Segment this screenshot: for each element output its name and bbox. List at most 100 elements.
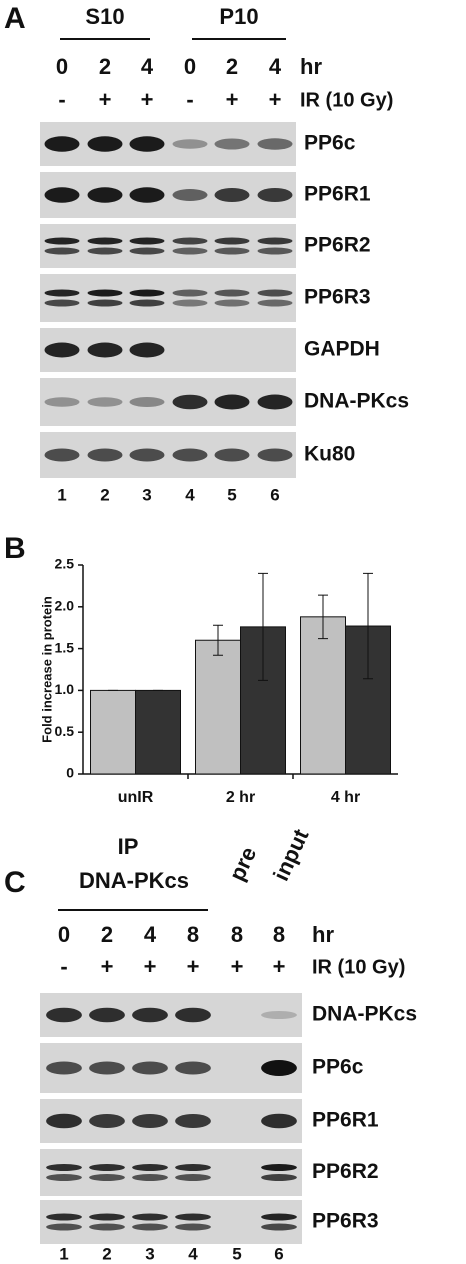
ir-label: + xyxy=(273,954,286,979)
band xyxy=(132,1223,168,1231)
time-label: 0 xyxy=(56,54,68,79)
band xyxy=(172,237,208,245)
time-label: 0 xyxy=(184,54,196,79)
ir-label: + xyxy=(226,87,239,112)
band xyxy=(87,289,123,297)
band xyxy=(132,1174,168,1181)
band xyxy=(44,299,80,307)
blot-background xyxy=(40,224,296,268)
band xyxy=(257,188,293,202)
x-tick-label: 4 hr xyxy=(331,789,360,806)
band xyxy=(129,289,165,297)
panel-label: B xyxy=(4,532,26,565)
ir-label: - xyxy=(186,87,193,112)
band xyxy=(87,237,123,245)
lane-number: 6 xyxy=(270,485,279,504)
band xyxy=(214,448,250,462)
blot-label: PP6R1 xyxy=(304,183,371,206)
control-label: pre xyxy=(224,843,261,885)
band xyxy=(129,299,165,307)
blot-label: Ku80 xyxy=(304,443,355,466)
time-label: 8 xyxy=(273,922,285,947)
band xyxy=(129,342,165,358)
band xyxy=(89,1174,125,1181)
lane-number: 4 xyxy=(185,485,195,504)
band xyxy=(172,299,208,307)
group-label: P10 xyxy=(219,4,258,29)
band xyxy=(46,1164,82,1171)
band xyxy=(132,1061,168,1075)
ir-label: + xyxy=(269,87,282,112)
band xyxy=(129,237,165,245)
panel-label: C xyxy=(4,866,26,899)
time-label: 2 xyxy=(101,922,113,947)
band xyxy=(172,247,208,255)
band xyxy=(261,1213,297,1221)
time-label: 2 xyxy=(226,54,238,79)
blot-background xyxy=(40,328,296,372)
error-bar xyxy=(213,624,223,656)
y-tick-label: 0 xyxy=(66,765,74,781)
blot-background xyxy=(40,122,296,166)
band xyxy=(87,299,123,307)
band xyxy=(175,1223,211,1231)
band xyxy=(129,247,165,255)
band xyxy=(46,1113,82,1129)
blot-background xyxy=(40,1200,302,1244)
row-label: IR (10 Gy) xyxy=(300,89,393,111)
band xyxy=(214,247,250,255)
band xyxy=(261,1223,297,1231)
blot-background xyxy=(40,172,296,218)
bar xyxy=(300,616,346,775)
band xyxy=(89,1164,125,1171)
band xyxy=(132,1114,168,1128)
band xyxy=(257,448,293,462)
bar xyxy=(195,639,241,775)
band xyxy=(87,136,123,152)
blot-background xyxy=(40,1043,302,1093)
band xyxy=(172,394,208,410)
blot-background xyxy=(40,993,302,1037)
blot-label: PP6R1 xyxy=(312,1109,379,1132)
band xyxy=(89,1213,125,1221)
band xyxy=(46,1174,82,1181)
band xyxy=(44,342,80,358)
band xyxy=(132,1007,168,1023)
ip-target: DNA-PKcs xyxy=(79,868,189,893)
band xyxy=(132,1213,168,1221)
band xyxy=(175,1174,211,1181)
error-bar xyxy=(318,594,328,640)
x-tick-label: unIR xyxy=(118,789,154,806)
band xyxy=(214,188,250,202)
band xyxy=(44,187,80,203)
row-label: IR (10 Gy) xyxy=(312,956,405,978)
ir-label: + xyxy=(101,954,114,979)
control-label: input xyxy=(268,825,314,885)
lane-number: 3 xyxy=(142,485,151,504)
band xyxy=(261,1174,297,1181)
band xyxy=(257,299,293,307)
lane-number: 5 xyxy=(232,1244,241,1263)
blot-background xyxy=(40,1099,302,1143)
band xyxy=(132,1164,168,1171)
lane-number: 3 xyxy=(145,1244,154,1263)
band xyxy=(46,1213,82,1221)
blot-label: PP6R2 xyxy=(312,1160,379,1183)
band xyxy=(261,1113,297,1129)
bar xyxy=(135,689,181,775)
x-tick-label: 2 hr xyxy=(226,789,255,806)
band xyxy=(261,1164,297,1171)
blot-background xyxy=(40,432,296,478)
y-axis-label: Fold increase in protein xyxy=(39,596,54,743)
band xyxy=(214,394,250,410)
time-label: 2 xyxy=(99,54,111,79)
band xyxy=(172,448,208,462)
y-tick-label: 1.5 xyxy=(55,639,75,655)
blot-background xyxy=(40,274,296,322)
band xyxy=(87,448,123,462)
ir-label: + xyxy=(99,87,112,112)
y-tick-label: 1.0 xyxy=(55,681,75,697)
band xyxy=(44,136,80,152)
error-bar xyxy=(258,572,268,681)
